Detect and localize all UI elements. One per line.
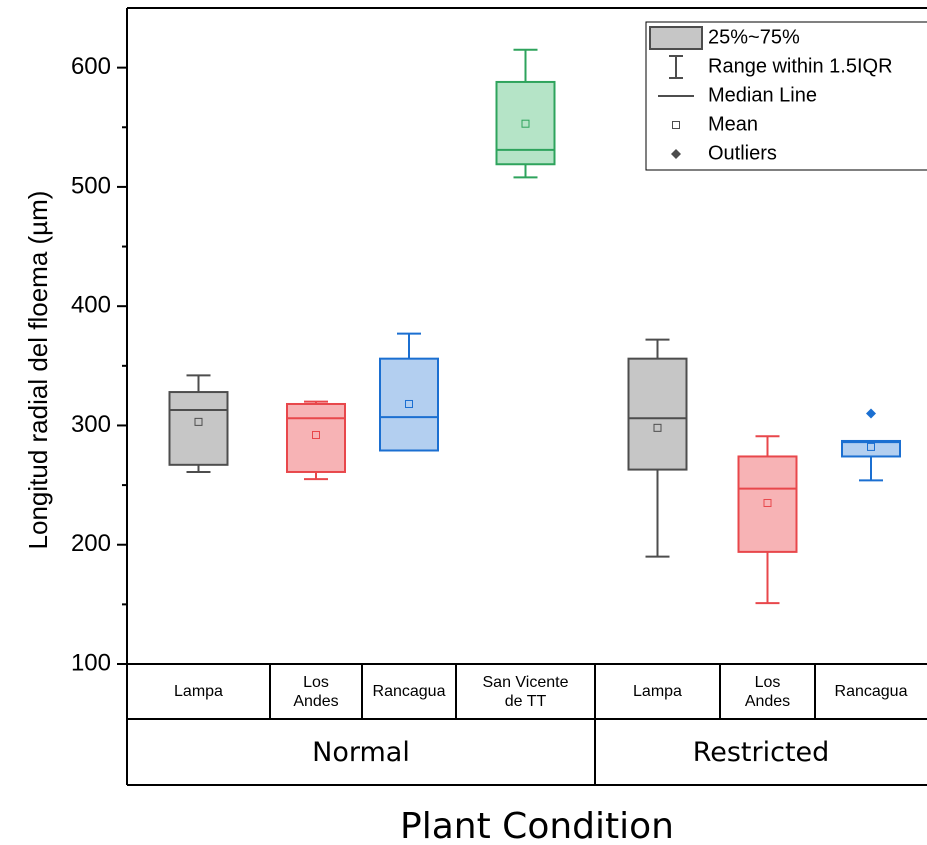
category-label-text: Los Andes — [293, 673, 339, 710]
mean — [194, 417, 203, 426]
legend-swatch — [671, 149, 681, 159]
legend-label: Median Line — [708, 84, 817, 106]
y-axis-title: Longitud radial del floema (µm) — [23, 191, 53, 550]
legend-label: Outliers — [708, 142, 777, 164]
box — [286, 402, 346, 473]
x-axis-title: Plant Condition — [400, 806, 674, 845]
box — [627, 357, 688, 471]
category-label: Lampa — [127, 664, 270, 719]
box — [495, 80, 556, 166]
mean — [653, 423, 662, 432]
box — [841, 439, 901, 458]
mean — [405, 399, 413, 408]
mean — [763, 498, 772, 507]
box — [379, 357, 439, 452]
category-label-text: Lampa — [174, 683, 223, 700]
category-label: San Vicente de TT — [456, 664, 595, 719]
y-tick-label: 100 — [71, 649, 111, 676]
y-tick-label: 400 — [71, 292, 111, 319]
y-tick-label: 500 — [71, 172, 111, 199]
group-label-text: Restricted — [692, 736, 830, 768]
category-label-text: Rancagua — [834, 683, 908, 700]
legend-label: Mean — [708, 113, 758, 135]
group-label-text: Normal — [312, 736, 410, 768]
y-tick-label: 600 — [71, 53, 111, 80]
category-label: Los Andes — [270, 664, 362, 719]
y-tick-label: 300 — [71, 411, 111, 438]
mean — [867, 442, 875, 451]
category-label-text: Rancagua — [372, 683, 446, 700]
category-label-text: Lampa — [633, 683, 682, 700]
category-label: Los Andes — [720, 664, 815, 719]
category-label-text: San Vicente de TT — [482, 673, 569, 710]
category-label-text: Los Andes — [744, 673, 791, 710]
legend-swatch — [669, 55, 683, 79]
legend-label: 25%~75% — [708, 26, 800, 48]
mean — [521, 119, 530, 128]
category-label: Rancagua — [815, 664, 927, 719]
category-label: Rancagua — [362, 664, 456, 719]
category-label: Lampa — [595, 664, 720, 719]
box — [168, 391, 229, 466]
legend-swatch — [672, 121, 680, 129]
y-tick-label: 200 — [71, 530, 111, 557]
legend-swatch — [649, 26, 703, 50]
mean — [312, 430, 320, 439]
group-label: Normal — [127, 719, 595, 785]
group-label: Restricted — [595, 719, 927, 785]
legend-label: Range within 1.5IQR — [708, 55, 893, 77]
outlier — [866, 408, 876, 419]
box — [737, 455, 798, 553]
